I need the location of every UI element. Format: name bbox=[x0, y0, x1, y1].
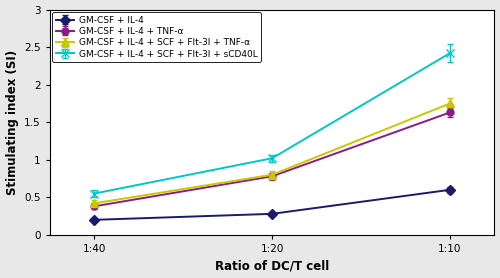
Legend: GM-CSF + IL-4, GM-CSF + IL-4 + TNF-α, GM-CSF + IL-4 + SCF + Flt-3l + TNF-α, GM-C: GM-CSF + IL-4, GM-CSF + IL-4 + TNF-α, GM… bbox=[52, 12, 261, 62]
X-axis label: Ratio of DC/T cell: Ratio of DC/T cell bbox=[215, 259, 329, 272]
Y-axis label: Stimulating index (SI): Stimulating index (SI) bbox=[6, 50, 18, 195]
